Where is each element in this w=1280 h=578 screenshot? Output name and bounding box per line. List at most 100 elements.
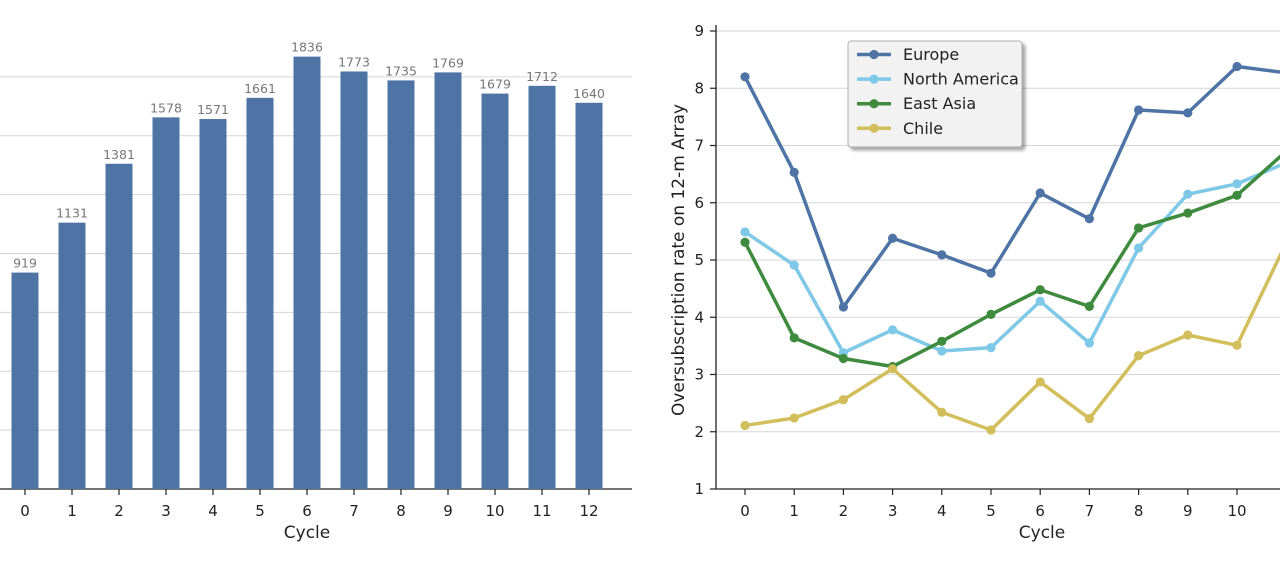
bar-cycle-9 <box>434 72 462 489</box>
legend-swatch-marker-east-asia <box>869 99 879 109</box>
bar-value-label: 1712 <box>526 69 558 84</box>
series-line-north-america <box>744 163 1280 355</box>
line-y-tick-label: 1 <box>694 480 704 498</box>
series-point-east-asia <box>1183 208 1193 218</box>
series-point-chile <box>1232 340 1242 350</box>
line-y-tick-label: 7 <box>694 137 704 155</box>
bar-x-tick-label: 7 <box>349 502 359 520</box>
line-chart-x-ticks: 0 1 2 3 4 5 6 7 8 9 10 <box>740 489 1247 520</box>
bar-value-label: 1381 <box>103 147 135 162</box>
series-point-east-asia <box>740 237 750 247</box>
legend-label-east-asia: East Asia <box>903 94 976 113</box>
line-chart-y-ticks: 1 2 3 4 5 6 7 8 9 <box>694 22 716 498</box>
bar-value-label: 1679 <box>479 77 511 92</box>
series-point-europe <box>1183 108 1193 118</box>
legend-box <box>847 40 1023 148</box>
bar-value-label: 1769 <box>432 55 464 70</box>
line-x-tick-label: 1 <box>789 502 799 520</box>
bar-x-tick-label: 2 <box>114 502 124 520</box>
series-point-north-america <box>1134 243 1144 253</box>
series-point-north-america <box>888 325 898 335</box>
legend-label-chile: Chile <box>903 119 943 138</box>
series-point-east-asia <box>937 336 947 346</box>
series-point-chile <box>1084 413 1094 424</box>
legend-swatch-marker-north-america <box>869 74 879 84</box>
series-point-europe <box>838 302 849 312</box>
line-x-tick-label: 3 <box>888 502 898 520</box>
series-line-chile <box>744 251 1280 432</box>
line-chart-x-axis-title: Cycle <box>1019 523 1065 543</box>
bar-cycle-1 <box>58 222 86 489</box>
series-point-chile <box>740 420 750 431</box>
bar-cycle-7 <box>340 71 368 490</box>
series-point-europe <box>1084 214 1094 224</box>
series-point-east-asia <box>838 353 849 364</box>
line-y-tick-label: 8 <box>694 79 704 97</box>
line-y-tick-label: 6 <box>694 194 704 212</box>
series-point-north-america <box>986 342 996 353</box>
line-x-tick-label: 10 <box>1227 502 1246 520</box>
bar-value-label: 1131 <box>56 206 88 221</box>
series-point-chile <box>789 413 799 423</box>
line-x-tick-label: 2 <box>839 502 849 520</box>
bar-chart-value-labels: 919 1131 1381 1578 1571 1661 1836 1773 1735 1769 1… <box>13 40 605 271</box>
bar-x-tick-label: 6 <box>302 502 312 520</box>
series-point-north-america <box>1035 296 1045 306</box>
series-point-north-america <box>789 260 799 270</box>
line-y-tick-label: 5 <box>694 251 704 269</box>
series-point-europe <box>789 167 799 178</box>
bar-x-tick-label: 12 <box>579 502 598 520</box>
bar-value-label: 1735 <box>385 63 417 78</box>
series-point-chile <box>937 407 947 417</box>
line-x-tick-label: 7 <box>1085 502 1095 520</box>
bar-x-tick-label: 8 <box>396 502 406 520</box>
series-line-east-asia <box>743 154 1280 369</box>
series-point-north-america <box>937 346 947 356</box>
series-point-chile <box>888 364 898 374</box>
line-chart-panel: 1 2 3 4 5 6 7 8 9 0 1 2 3 4 5 6 7 8 9 10 Cycle Oversubscri… <box>669 22 1280 543</box>
series-point-chile <box>1134 351 1144 361</box>
line-x-tick-label: 6 <box>1035 502 1045 520</box>
legend-swatch-marker-chile <box>869 123 879 133</box>
bar-value-label: 1578 <box>150 100 182 115</box>
bar-cycle-8 <box>387 80 415 489</box>
bar-x-tick-label: 10 <box>485 502 504 520</box>
bar-value-label: 1773 <box>338 54 370 69</box>
line-x-tick-label: 9 <box>1183 502 1193 520</box>
series-point-europe <box>937 250 947 260</box>
bar-cycle-3 <box>152 117 180 490</box>
bar-chart-x-ticks: 0 1 2 3 4 5 6 7 8 9 10 11 12 <box>20 489 599 520</box>
bar-x-tick-label: 1 <box>67 502 77 520</box>
line-x-tick-label: 4 <box>937 502 947 520</box>
bar-value-label: 919 <box>13 256 37 271</box>
bar-value-label: 1640 <box>573 86 605 101</box>
legend-label-europe: Europe <box>903 45 959 64</box>
line-y-tick-label: 4 <box>694 308 704 326</box>
series-point-europe <box>1035 188 1045 198</box>
bar-cycle-11 <box>528 85 556 489</box>
series-point-east-asia <box>1084 301 1094 311</box>
line-chart-legend: Europe North America East Asia Chile <box>847 40 1023 148</box>
line-x-tick-label: 0 <box>740 502 750 520</box>
bar-cycle-10 <box>481 93 509 490</box>
series-point-chile <box>1035 377 1045 387</box>
series-point-north-america <box>1183 189 1193 199</box>
series-point-europe <box>1134 105 1144 115</box>
bar-cycle-5 <box>246 97 274 489</box>
series-point-chile <box>1183 330 1193 340</box>
series-point-east-asia <box>789 333 799 343</box>
line-chart-series <box>740 61 1280 435</box>
bar-chart-bars <box>11 56 603 490</box>
legend-label-north-america: North America <box>903 70 1019 89</box>
series-point-europe <box>986 268 996 278</box>
series-point-north-america <box>740 227 750 237</box>
legend-swatch-marker-europe <box>869 49 879 60</box>
line-x-tick-label: 5 <box>986 502 996 520</box>
bar-cycle-2 <box>105 163 133 489</box>
bar-x-tick-label: 0 <box>20 502 30 520</box>
bar-value-label: 1836 <box>291 40 323 55</box>
bar-cycle-4 <box>199 119 227 489</box>
bar-x-tick-label: 5 <box>255 502 265 520</box>
